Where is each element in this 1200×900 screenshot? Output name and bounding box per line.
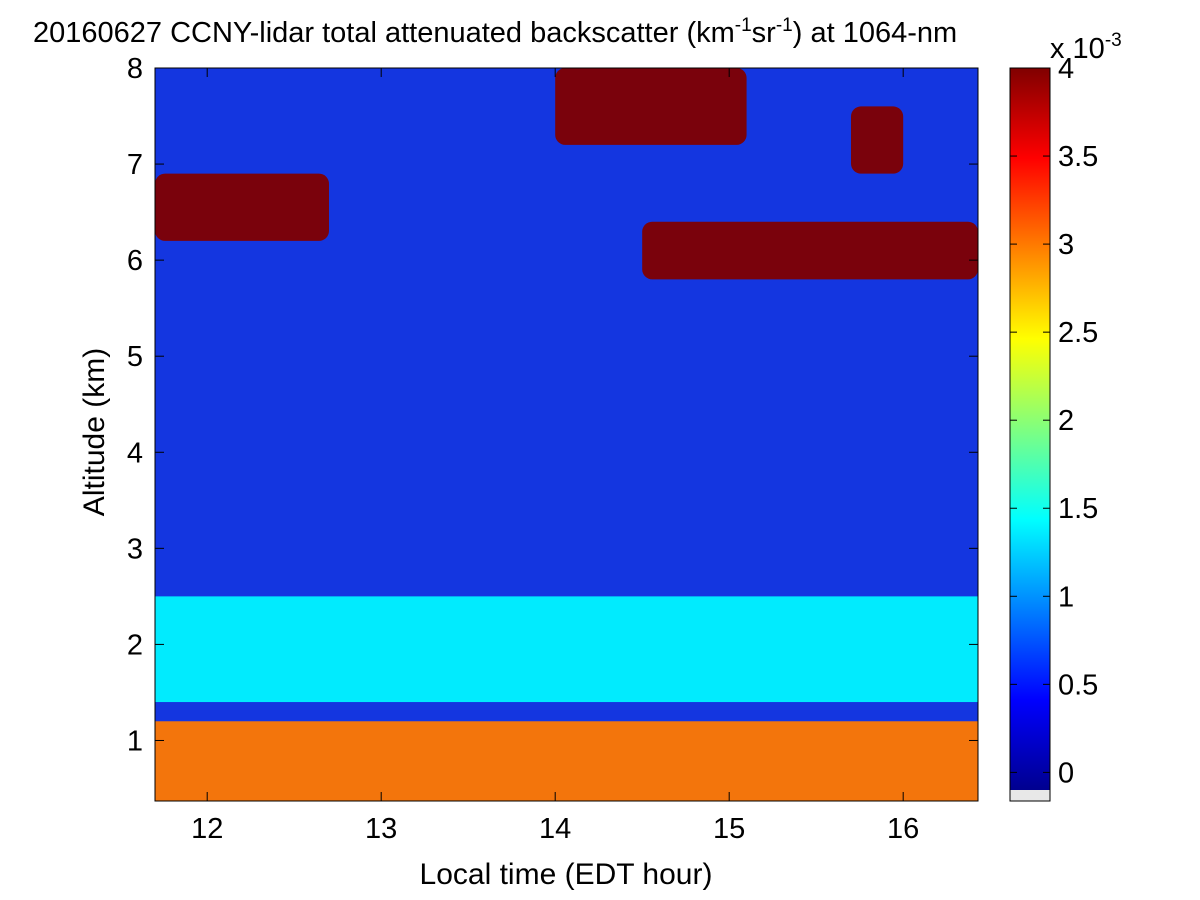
heatmap-feature-5 xyxy=(850,106,904,174)
x-tick-label: 13 xyxy=(365,813,397,845)
colorbar-tick-label: 2.5 xyxy=(1058,317,1098,349)
y-tick-label: 8 xyxy=(127,53,143,85)
colorbar-ticks: 0 0.5 1 1.5 2 2.5 3 3.5 4 xyxy=(1010,53,1098,789)
x-axis-ticks: 12 13 14 15 16 xyxy=(191,68,919,845)
x-tick-label: 16 xyxy=(887,813,919,845)
x-tick-label: 15 xyxy=(713,813,745,845)
colorbar-nan-swatch xyxy=(1010,790,1050,801)
colorbar-tick-label: 3.5 xyxy=(1058,141,1098,173)
chart-title: 20160627 CCNY-lidar total attenuated bac… xyxy=(33,15,957,49)
heatmap-feature-2 xyxy=(155,173,329,241)
y-tick-label: 4 xyxy=(127,437,143,469)
colorbar-gradient xyxy=(1010,68,1050,790)
heatmap-feature-3 xyxy=(642,221,978,280)
x-tick-label: 14 xyxy=(539,813,571,845)
colorbar-tick-label: 3 xyxy=(1058,229,1074,261)
y-tick-label: 6 xyxy=(127,245,143,277)
colorbar-tick-label: 4 xyxy=(1058,53,1074,85)
colorbar-tick-label: 0.5 xyxy=(1058,669,1098,701)
y-tick-label: 1 xyxy=(127,725,143,757)
y-tick-label: 3 xyxy=(127,533,143,565)
colorbar-frame xyxy=(1009,67,1051,802)
y-axis-label: Altitude (km) xyxy=(78,348,111,516)
y-tick-label: 5 xyxy=(127,341,143,373)
heatmap-area xyxy=(155,68,978,801)
x-tick-label: 12 xyxy=(191,813,223,845)
colorbar-tick-label: 2 xyxy=(1058,405,1074,437)
y-tick-label: 2 xyxy=(127,629,143,661)
heatmap-feature-0 xyxy=(155,721,978,801)
plot-frame xyxy=(154,67,979,802)
colorbar: 0 0.5 1 1.5 2 2.5 3 3.5 4 x 10-3 xyxy=(1009,30,1122,802)
heatmap-feature-4 xyxy=(555,68,747,145)
heatmap-feature-1 xyxy=(155,596,978,703)
y-axis-ticks: 1 2 3 4 5 6 7 8 xyxy=(127,53,978,757)
y-tick-label: 7 xyxy=(127,149,143,181)
x-axis-label: Local time (EDT hour) xyxy=(420,858,713,891)
colorbar-tick-label: 1.5 xyxy=(1058,493,1098,525)
colorbar-tick-label: 1 xyxy=(1058,581,1074,613)
colorbar-multiplier: x 10-3 xyxy=(1050,30,1122,65)
colorbar-tick-label: 0 xyxy=(1058,757,1074,789)
